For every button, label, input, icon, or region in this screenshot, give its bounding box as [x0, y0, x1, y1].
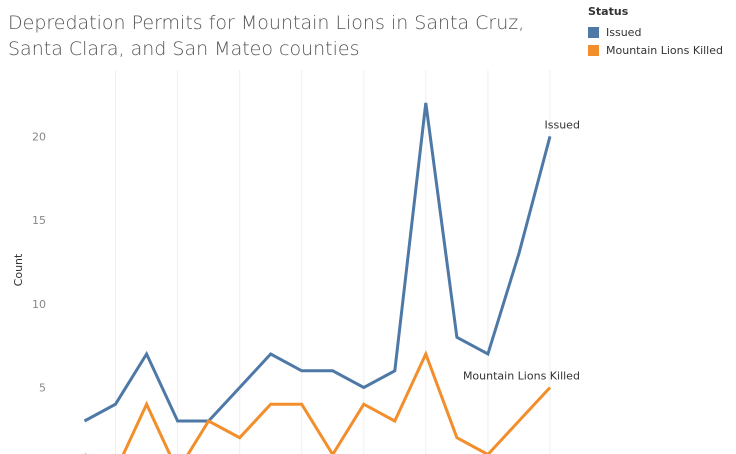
legend-label-mountain-lions-killed: Mountain Lions Killed — [606, 43, 723, 57]
series-label-issued: Issued — [545, 118, 580, 131]
series-line-issued[interactable] — [83, 102, 552, 423]
y-axis-title: Count — [12, 253, 25, 286]
series-label-mountain-lions-killed: Mountain Lions Killed — [463, 370, 580, 383]
chart-title: Depredation Permits for Mountain Lions i… — [8, 12, 525, 60]
legend-label-issued: Issued — [606, 25, 642, 39]
series-line-mountain-lions-killed[interactable] — [84, 350, 552, 454]
series-end-labels: Issued Mountain Lions Killed — [463, 118, 580, 382]
gridlines — [115, 70, 551, 454]
legend-swatch-mountain-lions-killed — [588, 44, 599, 56]
legend-item-issued[interactable]: Issued — [588, 23, 736, 41]
y-axis-ticks: 5 10 15 20 — [32, 130, 46, 394]
legend: Status Issued Mountain Lions Killed — [588, 5, 736, 59]
legend-item-mountain-lions-killed[interactable]: Mountain Lions Killed — [588, 41, 736, 59]
legend-swatch-issued — [588, 26, 599, 38]
y-tick-label: 5 — [39, 382, 46, 395]
y-tick-label: 15 — [32, 214, 46, 227]
y-tick-label: 20 — [32, 130, 46, 143]
series-lines — [83, 102, 552, 454]
y-tick-label: 10 — [32, 298, 46, 311]
legend-title: Status — [588, 5, 629, 18]
